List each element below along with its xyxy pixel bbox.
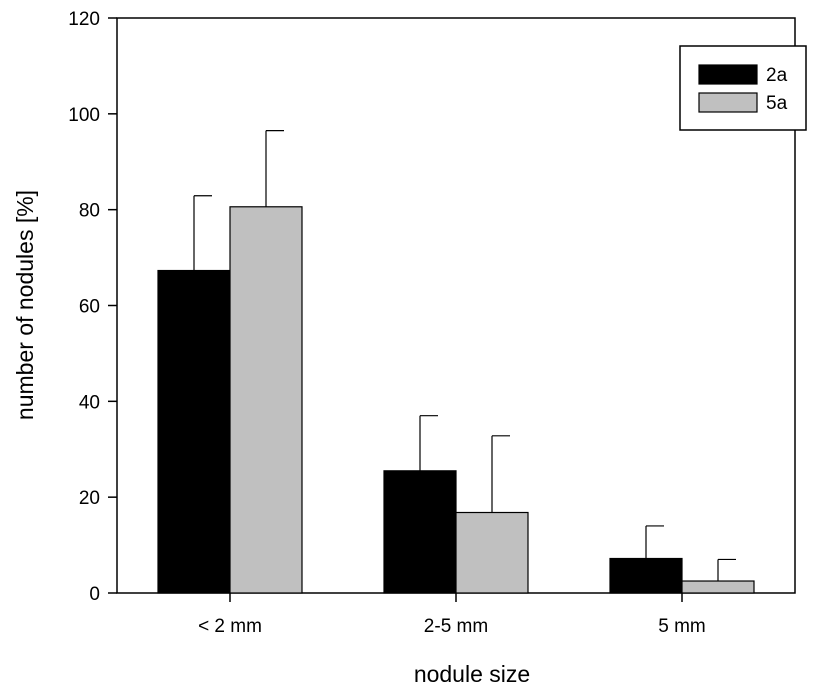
bars: [157, 206, 755, 594]
legend-label: 2a: [766, 65, 788, 86]
bar: [383, 470, 457, 594]
legend-label: 5a: [766, 93, 788, 114]
bar: [157, 269, 231, 594]
error-bars: [193, 130, 736, 582]
axes: 0 20 40 60 80 100 120 < 2 mm 2-5 mm 5 mm: [68, 9, 705, 637]
y-tick-label: 40: [79, 392, 100, 413]
y-tick-label: 20: [79, 488, 100, 509]
x-tick-label: 2-5 mm: [424, 616, 488, 637]
y-tick-label: 80: [79, 201, 100, 222]
legend-swatch: [698, 92, 758, 113]
y-tick-label: 120: [68, 9, 100, 30]
bar: [455, 511, 529, 594]
bar: [681, 580, 755, 594]
y-tick-label: 0: [89, 584, 100, 605]
y-axis-label: number of nodules [%]: [12, 190, 38, 420]
x-tick-label: 5 mm: [658, 616, 706, 637]
y-tick-label: 100: [68, 105, 100, 126]
x-tick-label: < 2 mm: [198, 616, 262, 637]
bar: [229, 206, 303, 594]
x-axis-label: nodule size: [414, 661, 530, 687]
legend-box: [679, 45, 807, 131]
legend-swatch: [698, 64, 758, 85]
bar: [609, 557, 683, 594]
y-tick-label: 60: [79, 297, 100, 318]
